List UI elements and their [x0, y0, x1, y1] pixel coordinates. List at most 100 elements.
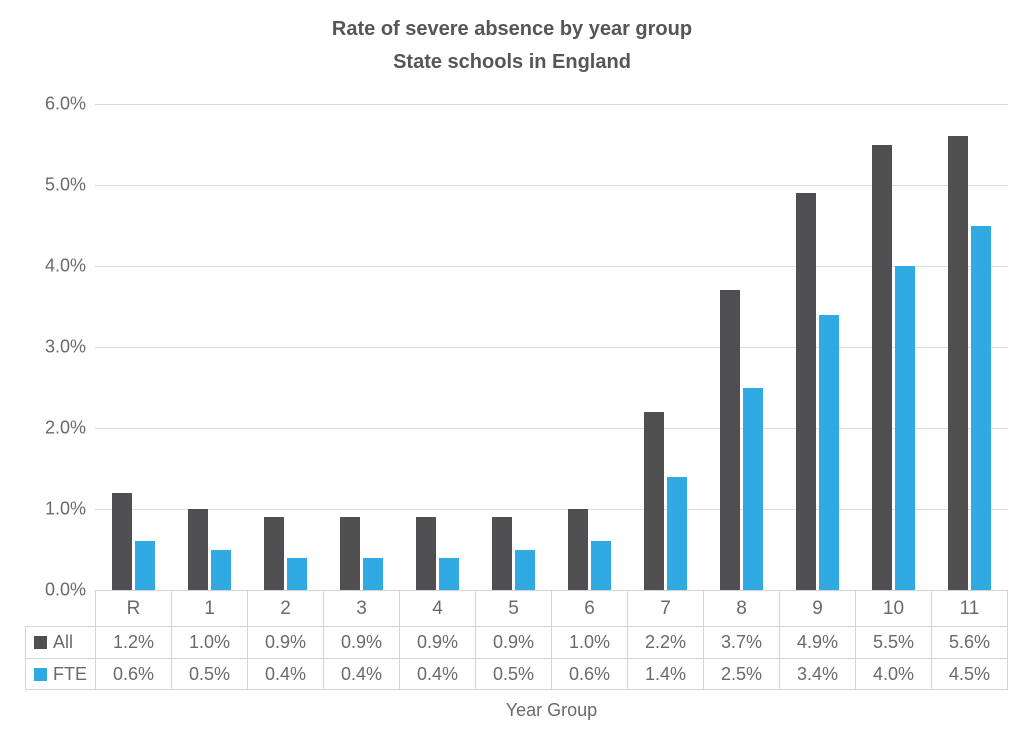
bar-all-10 — [872, 144, 893, 590]
bar-group-11 — [932, 104, 1008, 590]
gridline — [95, 347, 1008, 348]
legend-label-fte: FTE — [53, 663, 87, 684]
table-header-cell-8: 8 — [704, 591, 780, 626]
table-value-fte-6: 0.6% — [552, 659, 628, 689]
table-row-all: All 1.2% 1.0% 0.9% 0.9% 0.9% 0.9% 1.0% 2.2% 3.7% 4… — [25, 626, 1008, 658]
bar-all-7 — [644, 411, 665, 590]
bar-all-r — [111, 492, 132, 590]
bar-fte-11 — [971, 225, 992, 590]
table-row-fte: FTE 0.6% 0.5% 0.4% 0.4% 0.4% 0.5% 0.6% 1.4% 2.5% 3… — [25, 658, 1008, 690]
table-value-fte-8: 2.5% — [704, 659, 780, 689]
table-value-all-1: 1.0% — [172, 627, 248, 658]
plot-area — [95, 104, 1008, 590]
legend-swatch-fte — [34, 667, 47, 681]
table-value-fte-r: 0.6% — [96, 659, 172, 689]
bar-fte-r — [134, 541, 155, 590]
y-axis: 0.0% 1.0% 2.0% 3.0% 4.0% 5.0% 6.0% — [0, 94, 86, 600]
bar-fte-10 — [895, 266, 916, 590]
gridline — [95, 185, 1008, 186]
bar-group-r — [95, 104, 171, 590]
bar-fte-2 — [286, 557, 307, 590]
table-header-cell-9: 9 — [780, 591, 856, 626]
table-header-cell-6: 6 — [552, 591, 628, 626]
table-header-cell-5: 5 — [476, 591, 552, 626]
table-header-cell-r: R — [96, 591, 172, 626]
table-header-cell-10: 10 — [856, 591, 932, 626]
bar-all-5 — [491, 517, 512, 590]
y-axis-tick-label: 1.0% — [44, 498, 86, 519]
bar-all-9 — [796, 193, 817, 590]
y-axis-tick-label: 0.0% — [44, 579, 86, 600]
chart-subtitle: State schools in England — [393, 51, 631, 73]
bar-group-2 — [247, 104, 323, 590]
table-header-row: R 1 2 3 4 5 6 7 8 9 10 11 — [95, 590, 1008, 626]
table-value-all-9: 4.9% — [780, 627, 856, 658]
table-value-all-6: 1.0% — [552, 627, 628, 658]
bar-group-6 — [551, 104, 627, 590]
y-axis-tick-label: 3.0% — [44, 336, 86, 357]
bar-all-6 — [568, 509, 588, 590]
title-block: Rate of severe absence by year group Sta… — [0, 13, 1024, 79]
bar-group-10 — [856, 104, 932, 590]
x-axis-title: Year Group — [505, 700, 598, 720]
table-value-fte-4: 0.4% — [400, 659, 476, 689]
y-axis-tick-label: 5.0% — [44, 174, 86, 195]
chart-title: Rate of severe absence by year group — [331, 18, 693, 40]
bar-group-8 — [704, 104, 780, 590]
data-table: R 1 2 3 4 5 6 7 8 9 10 11 All 1.2% 1.0% 0.9% 0.9% 0.9% 0.9… — [25, 590, 1008, 690]
legend-label-all: All — [53, 632, 74, 652]
bar-group-5 — [475, 104, 551, 590]
legend-swatch-all — [34, 636, 47, 649]
bar-all-1 — [187, 509, 208, 590]
y-axis-tick-label: 2.0% — [44, 417, 86, 438]
bar-fte-5 — [514, 549, 535, 590]
table-value-fte-3: 0.4% — [324, 659, 400, 689]
table-header-cell-4: 4 — [400, 591, 476, 626]
table-value-fte-1: 0.5% — [172, 659, 248, 689]
legend-fte: FTE — [26, 659, 96, 689]
table-value-all-5: 0.9% — [476, 627, 552, 658]
bar-group-4 — [399, 104, 475, 590]
table-header-cell-3: 3 — [324, 591, 400, 626]
table-header-cell-2: 2 — [248, 591, 324, 626]
table-value-fte-2: 0.4% — [248, 659, 324, 689]
bar-fte-8 — [743, 387, 764, 590]
table-value-all-7: 2.2% — [628, 627, 704, 658]
table-header-cell-1: 1 — [172, 591, 248, 626]
bar-groups — [95, 104, 1008, 590]
table-header-cell-7: 7 — [628, 591, 704, 626]
bar-fte-3 — [362, 557, 383, 590]
gridline — [95, 266, 1008, 267]
table-value-fte-10: 4.0% — [856, 659, 932, 689]
bar-fte-1 — [210, 549, 231, 590]
table-value-fte-5: 0.5% — [476, 659, 552, 689]
table-value-fte-7: 1.4% — [628, 659, 704, 689]
bar-group-1 — [171, 104, 247, 590]
gridline — [95, 428, 1008, 429]
bar-fte-6 — [591, 541, 611, 590]
bar-all-11 — [948, 136, 969, 590]
bar-all-8 — [720, 290, 741, 590]
table-header-cell-11: 11 — [959, 597, 980, 619]
table-value-all-4: 0.9% — [400, 627, 476, 658]
table-value-all-r: 1.2% — [96, 627, 172, 658]
y-axis-tick-label: 4.0% — [44, 255, 86, 276]
gridline — [95, 509, 1008, 510]
bar-group-7 — [628, 104, 704, 590]
table-value-all-8: 3.7% — [704, 627, 780, 658]
table-value-fte-9: 3.4% — [780, 659, 856, 689]
bar-fte-4 — [438, 557, 459, 590]
table-value-all-3: 0.9% — [324, 627, 400, 658]
bar-fte-9 — [819, 314, 840, 590]
bar-all-4 — [415, 517, 436, 590]
bar-fte-7 — [667, 476, 688, 590]
table-value-all-11: 5.6% — [948, 632, 991, 652]
bar-all-2 — [263, 517, 284, 590]
bar-group-3 — [323, 104, 399, 590]
legend-all: All — [26, 627, 96, 658]
table-value-fte-11: 4.5% — [948, 663, 991, 684]
gridline — [95, 104, 1008, 105]
y-axis-tick-label: 6.0% — [44, 93, 86, 114]
table-value-all-10: 5.5% — [856, 627, 932, 658]
